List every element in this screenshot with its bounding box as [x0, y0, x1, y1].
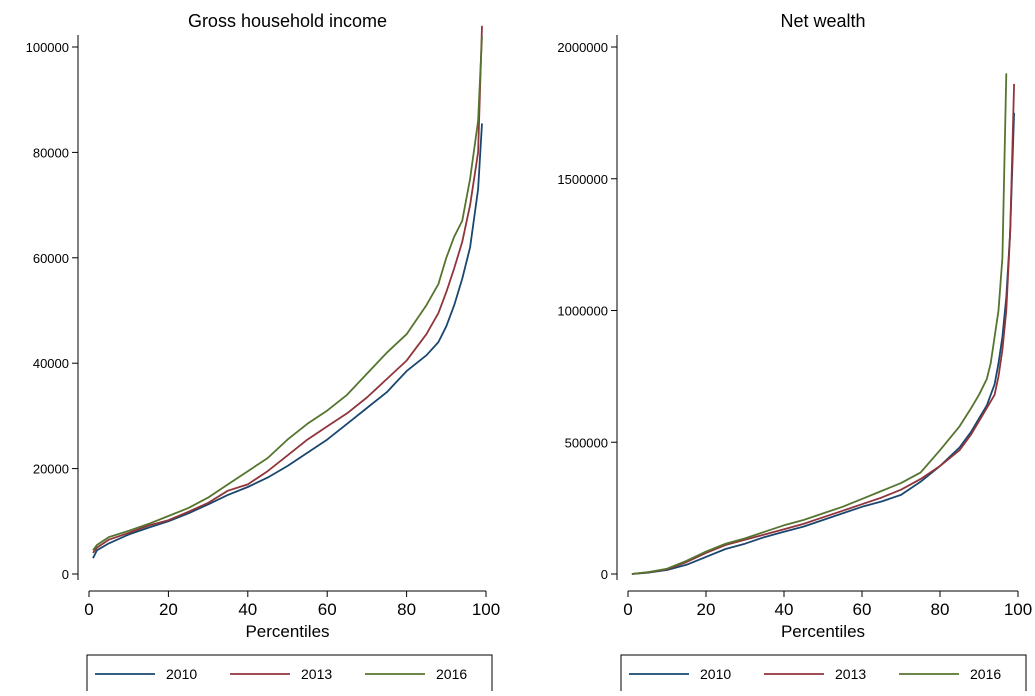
panel2-y-tick-label: 1000000: [557, 304, 608, 319]
panel1-y-tick-label: 60000: [33, 251, 69, 266]
panel1-x-tick-label: 40: [238, 600, 257, 619]
panel1-x-axis-label: Percentiles: [245, 622, 329, 641]
panel1-x-tick-label: 0: [84, 600, 93, 619]
panel1-legend-box: [86, 654, 493, 694]
panel1-legend-label-2013: 2013: [301, 666, 332, 682]
panel1-x-tick-label: 20: [159, 600, 178, 619]
panel2-legend-label-2016: 2016: [970, 666, 1001, 682]
panel2-legend-box: [620, 654, 1027, 694]
panel1-series-2016: [92, 36, 483, 551]
panel1-y-tick-label: 80000: [33, 145, 69, 160]
panel2-y-tick-label: 0: [601, 567, 608, 582]
panel2-title: Net wealth: [780, 11, 865, 31]
panel2-legend-label-2013: 2013: [835, 666, 866, 682]
panel1-legend-label-2016: 2016: [436, 666, 467, 682]
panel2-y-tick-label: 500000: [565, 435, 608, 450]
panel2-x-tick-label: 40: [775, 600, 794, 619]
panel1-y-tick-label: 20000: [33, 462, 69, 477]
panel1-series-2010: [92, 123, 483, 559]
panel2-x-tick-label: 0: [623, 600, 632, 619]
panel1-series-2013: [92, 25, 483, 554]
panel2-y-tick-label: 2000000: [557, 40, 608, 55]
panel1-y-tick-label: 0: [62, 567, 69, 582]
panel2-series-2016: [631, 73, 1008, 575]
panel1-x-tick-label: 100: [472, 600, 500, 619]
panel2-x-tick-label: 100: [1004, 600, 1032, 619]
panel1-title: Gross household income: [188, 11, 387, 31]
panel1-y-tick-label: 40000: [33, 356, 69, 371]
panel2-legend-label-2010: 2010: [700, 666, 731, 682]
panel2-series-2013: [631, 83, 1015, 575]
panel2-x-axis-label: Percentiles: [781, 622, 865, 641]
panel1-legend-label-2010: 2010: [166, 666, 197, 682]
panel1-y-tick-label: 100000: [26, 40, 69, 55]
panel1-x-tick-label: 80: [397, 600, 416, 619]
panel2-x-tick-label: 20: [697, 600, 716, 619]
panel2-series-2010: [631, 112, 1015, 575]
panel2-y-tick-label: 1500000: [557, 172, 608, 187]
panel1-x-tick-label: 60: [318, 600, 337, 619]
panel2-x-tick-label: 60: [853, 600, 872, 619]
panel2-x-tick-label: 80: [931, 600, 950, 619]
